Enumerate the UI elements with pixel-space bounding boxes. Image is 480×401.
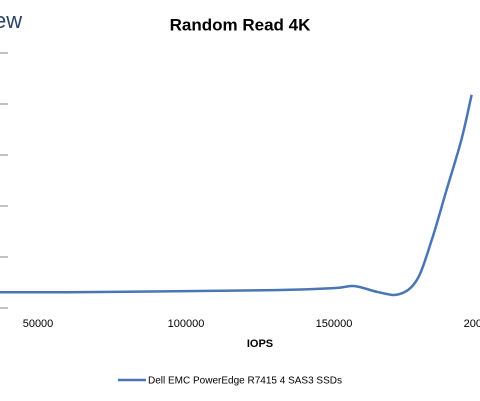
x-tick-label: 200000: [464, 318, 480, 330]
x-tick-label: 150000: [316, 318, 353, 330]
legend-label: Dell EMC PowerEdge R7415 4 SAS3 SSDs: [148, 376, 342, 387]
data-line: [0, 94, 473, 297]
x-axis-label: IOPS: [247, 338, 273, 350]
chart-title: Random Read 4K: [170, 15, 311, 34]
x-tick-label: 100000: [168, 318, 205, 330]
x-tick-label: 50000: [23, 318, 54, 330]
logo: ew: [0, 8, 22, 33]
